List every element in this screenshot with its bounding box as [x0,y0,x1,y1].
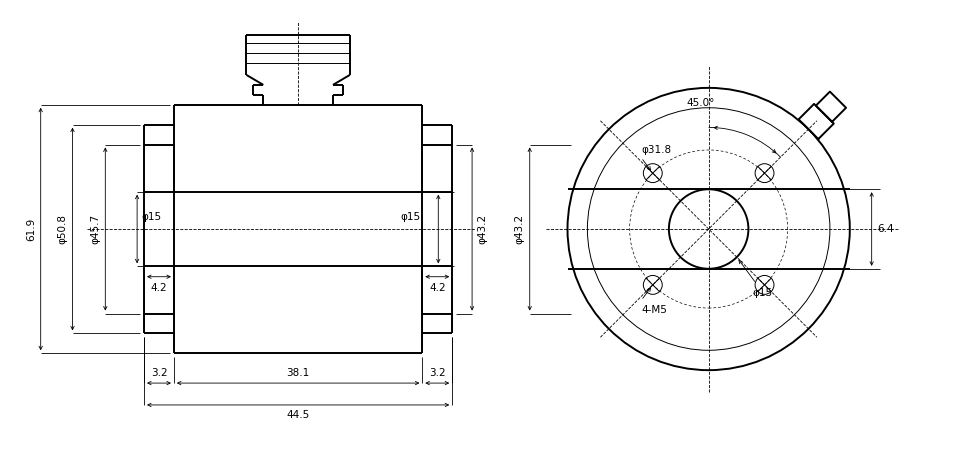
Text: 3.2: 3.2 [151,368,167,378]
Text: 6.4: 6.4 [878,224,894,234]
Text: 4.2: 4.2 [151,283,167,293]
Text: 45.0°: 45.0° [686,97,714,108]
Text: 4.2: 4.2 [429,283,445,293]
Text: φ45.7: φ45.7 [90,214,100,244]
Text: 4-M5: 4-M5 [642,304,667,315]
Text: φ15: φ15 [752,288,773,298]
Text: φ43.2: φ43.2 [477,214,487,244]
Text: 61.9: 61.9 [25,218,36,241]
Text: φ43.2: φ43.2 [515,214,525,244]
Text: φ15: φ15 [400,212,421,222]
Text: 44.5: 44.5 [287,410,310,420]
Text: 38.1: 38.1 [287,368,310,378]
Text: φ50.8: φ50.8 [57,214,68,244]
Text: 3.2: 3.2 [429,368,445,378]
Text: φ15: φ15 [141,212,161,222]
Text: φ31.8: φ31.8 [642,146,672,155]
